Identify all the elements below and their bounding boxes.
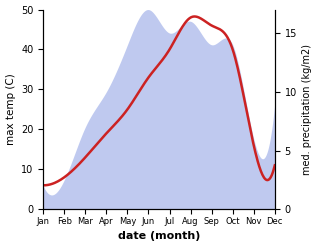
X-axis label: date (month): date (month)	[118, 231, 200, 242]
Y-axis label: max temp (C): max temp (C)	[5, 74, 16, 145]
Y-axis label: med. precipitation (kg/m2): med. precipitation (kg/m2)	[302, 44, 313, 175]
